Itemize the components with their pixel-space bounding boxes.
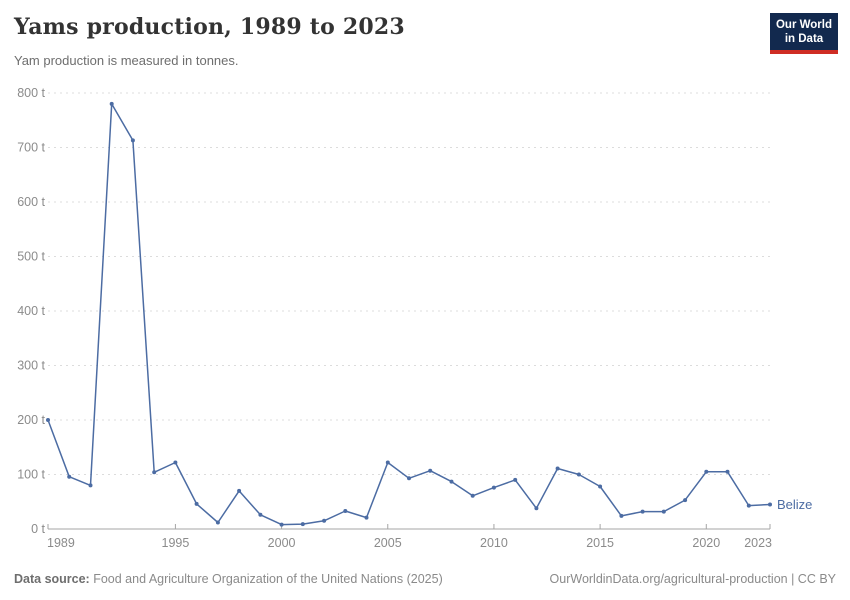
data-point [194, 501, 199, 506]
x-axis-tick-label: 2015 [586, 536, 614, 550]
data-point [258, 512, 263, 517]
x-axis-tick-label: 2010 [480, 536, 508, 550]
chart-footer: Data source: Food and Agriculture Organi… [0, 572, 850, 586]
data-point [130, 138, 135, 143]
data-point [67, 474, 72, 479]
y-axis-tick-label: 400 t [17, 304, 45, 318]
data-point [746, 503, 751, 508]
chart-title: Yams production, 1989 to 2023 [14, 14, 405, 40]
y-axis-tick-label: 100 t [17, 468, 45, 482]
data-point [470, 493, 475, 498]
data-point [683, 498, 688, 503]
y-axis-tick-label: 0 t [31, 522, 45, 536]
data-point [598, 484, 603, 489]
x-axis-tick-label: 1995 [162, 536, 190, 550]
data-line [47, 103, 771, 526]
y-axis-tick-label: 800 t [17, 86, 45, 100]
data-point [173, 460, 178, 465]
data-point [619, 513, 624, 518]
y-axis-tick-label: 200 t [17, 413, 45, 427]
data-point [491, 485, 496, 490]
data-point [364, 515, 369, 520]
data-point [88, 483, 93, 488]
owid-logo-text-line2: in Data [784, 33, 824, 45]
owid-logo[interactable]: Our World in Data [770, 13, 838, 54]
data-point [576, 472, 581, 477]
data-point [109, 101, 114, 106]
data-point [449, 479, 454, 484]
data-point [661, 509, 666, 514]
data-point [46, 418, 50, 422]
data-point [385, 460, 390, 465]
owid-logo-text-line1: Our World [775, 19, 832, 31]
y-axis-tick-label: 500 t [17, 250, 45, 264]
data-point [768, 502, 772, 507]
y-axis-tick-label: 700 t [17, 141, 45, 155]
data-point [534, 506, 539, 511]
data-source: Data source: Food and Agriculture Organi… [14, 572, 443, 586]
x-axis-tick-label: 2005 [374, 536, 402, 550]
data-point [555, 466, 560, 471]
data-point [725, 469, 730, 474]
data-point [237, 488, 242, 493]
data-source-text: Food and Agriculture Organization of the… [93, 572, 443, 586]
x-axis-tick-label: 2023 [744, 536, 772, 550]
x-axis-tick-label: 2000 [268, 536, 296, 550]
data-point [152, 470, 157, 475]
data-point [640, 509, 645, 514]
x-axis-tick-label: 2020 [692, 536, 720, 550]
x-axis-tick-label: 1989 [47, 536, 75, 550]
chart-subtitle: Yam production is measured in tonnes. [14, 53, 239, 68]
data-point [428, 468, 433, 473]
data-point [513, 477, 518, 482]
series-label[interactable]: Belize [777, 497, 812, 512]
data-point [322, 518, 327, 523]
data-point [215, 520, 220, 525]
data-point [300, 522, 305, 527]
line-chart-plot: 0 t 100 t 200 t 300 t 400 t 500 t 600 t 700 t 80… [17, 86, 812, 550]
data-point [343, 509, 348, 513]
credit-line[interactable]: OurWorldinData.org/agricultural-producti… [549, 572, 836, 586]
y-axis-tick-label: 600 t [17, 195, 45, 209]
data-point [704, 469, 709, 474]
data-point [407, 476, 411, 481]
data-source-label: Data source: [14, 572, 90, 586]
data-point [279, 522, 284, 527]
y-axis-tick-label: 300 t [17, 359, 45, 373]
